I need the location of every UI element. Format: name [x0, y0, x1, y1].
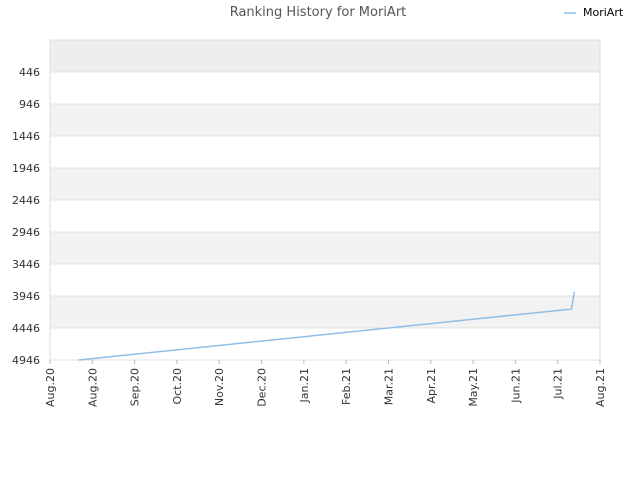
series-layer [78, 291, 576, 361]
x-tick-label: Sep.20 [129, 368, 142, 406]
y-tick-label: 1446 [12, 130, 40, 143]
x-tick-label: Apr.21 [425, 368, 438, 404]
x-tick-label: Oct.20 [171, 368, 184, 405]
x-tick-label: Jun.21 [509, 368, 522, 404]
chart-title: Ranking History for MoriArt [230, 5, 407, 20]
plot-band [50, 40, 600, 72]
plot-band [50, 328, 600, 360]
plot-band [50, 72, 600, 104]
legend[interactable]: MoriArt [564, 6, 624, 19]
x-tick-label: Jan.21 [298, 368, 311, 403]
y-tick-label: 2446 [12, 194, 40, 207]
plot-band [50, 232, 600, 264]
y-tick-label: 3946 [12, 290, 40, 303]
x-tick-label: Aug.21 [594, 368, 607, 407]
plot-band [50, 168, 600, 200]
x-tick-label: Dec.20 [256, 368, 269, 407]
plot-band [50, 200, 600, 232]
x-tick-label: Nov.20 [213, 368, 226, 406]
plot-band [50, 264, 600, 296]
plot-bands [50, 40, 600, 360]
legend-label-moriart: MoriArt [583, 6, 624, 19]
series-line-moriart [78, 291, 576, 361]
plot-band [50, 104, 600, 136]
x-tick-label: Feb.21 [340, 368, 353, 405]
y-tick-label: 946 [19, 98, 40, 111]
x-tick-label: Aug.20 [44, 368, 57, 407]
y-tick-label: 446 [19, 66, 40, 79]
x-axis: Aug.20 Aug.20 Sep.20 Oct.20 Nov.20 Dec.20 Jan.… [44, 360, 607, 407]
x-tick-label: Aug.20 [86, 368, 99, 407]
y-tick-label: 1946 [12, 162, 40, 175]
y-tick-label: 4446 [12, 322, 40, 335]
y-axis: 446 946 1446 1946 2446 2946 3446 3946 4446 4946 [12, 66, 600, 367]
x-tick-label: Mar.21 [382, 368, 395, 405]
plot-band [50, 136, 600, 168]
y-tick-label: 3446 [12, 258, 40, 271]
y-tick-label: 2946 [12, 226, 40, 239]
y-tick-label: 4946 [12, 354, 40, 367]
plot-band [50, 296, 600, 328]
x-tick-label: Jul.21 [552, 368, 565, 400]
x-tick-label: May.21 [467, 368, 480, 407]
